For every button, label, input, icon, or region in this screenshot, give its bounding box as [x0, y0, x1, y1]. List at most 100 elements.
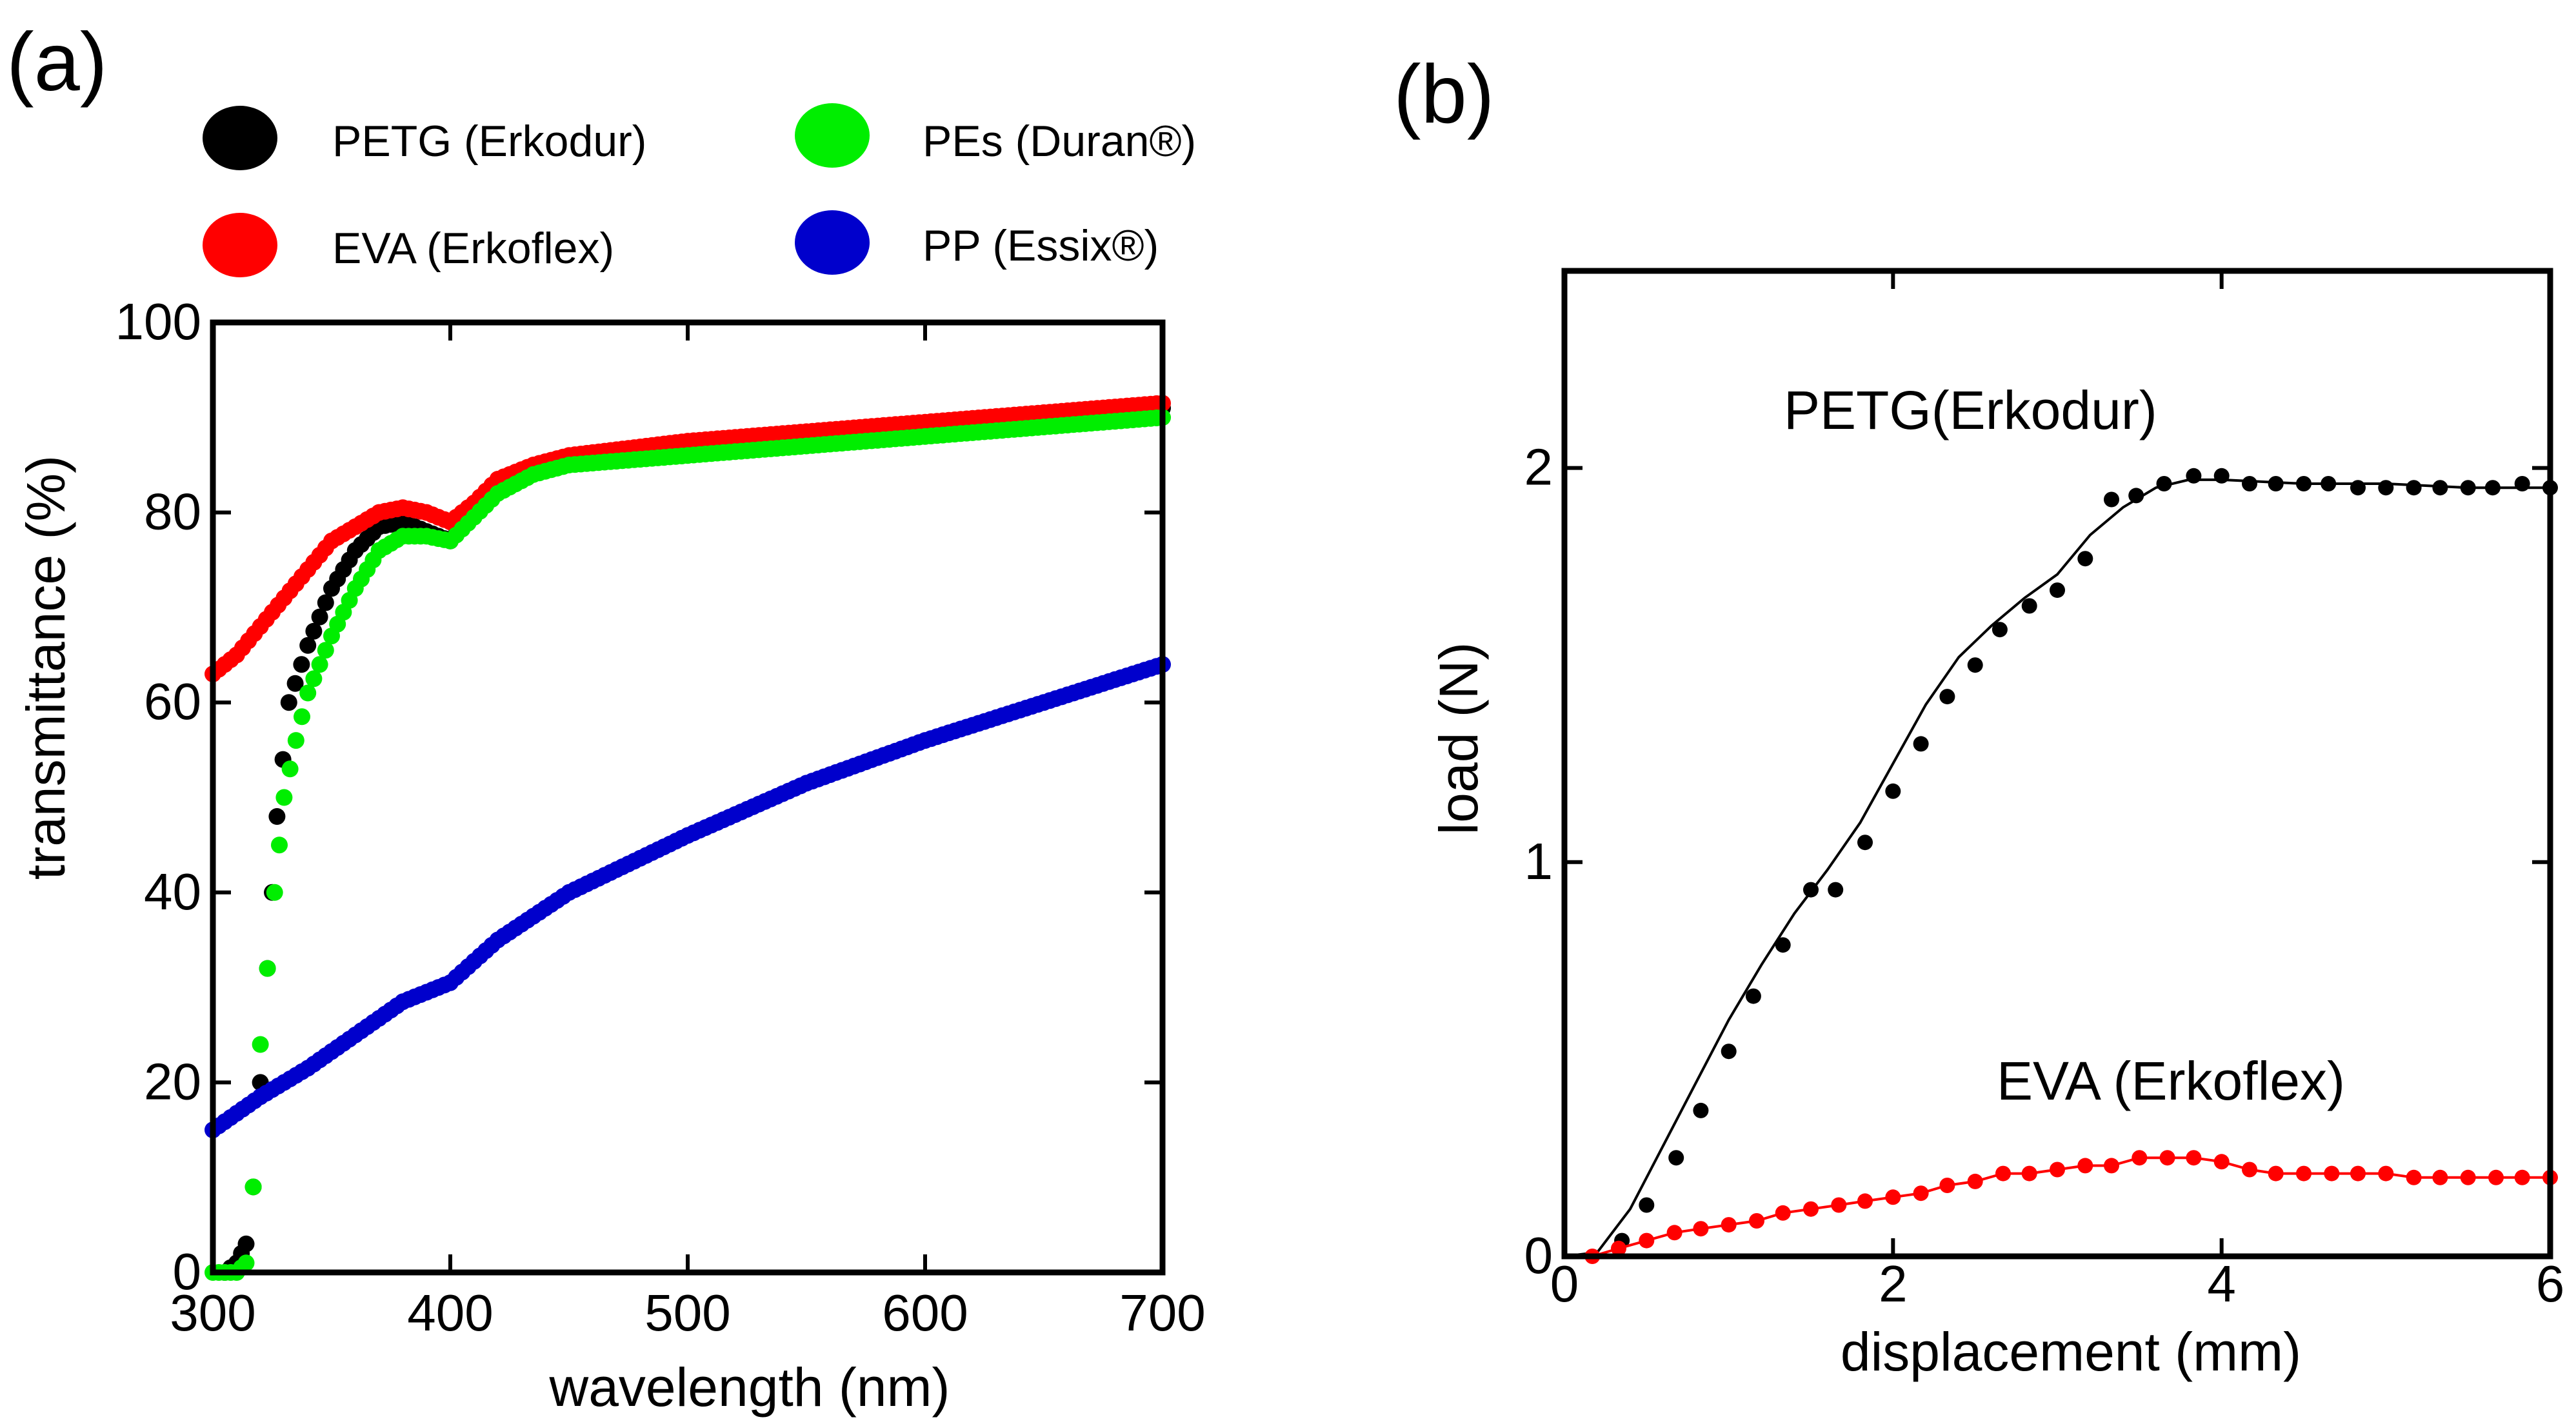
panel-a-axes: 0 20 40 60 80 100 300 400 500 600 700 [115, 293, 1206, 1341]
panel-a-legend: PETG (Erkodur) EVA (Erkoflex) PEs (Duran… [203, 103, 1196, 277]
data-point [1803, 882, 1819, 898]
data-point [1803, 1201, 1819, 1217]
data-point [2350, 1165, 2366, 1182]
y-tick-label-0: 0 [173, 1243, 202, 1300]
data-point [2156, 476, 2172, 491]
data-point [1885, 1189, 1901, 1205]
data-point [311, 656, 328, 673]
data-point [2432, 480, 2448, 496]
data-point [2432, 1169, 2448, 1185]
data-point [2268, 476, 2284, 491]
legend-item-petg: PETG (Erkodur) [203, 106, 646, 170]
data-point [1693, 1102, 1709, 1118]
data-point [1749, 1213, 1764, 1229]
data-point [311, 608, 328, 626]
data-point [2242, 476, 2257, 491]
annotation-eva: EVA (Erkoflex) [1997, 1051, 2345, 1111]
y-tick-label-20: 20 [144, 1053, 201, 1110]
legend-item-eva: EVA (Erkoflex) [203, 213, 614, 277]
series-eva-erkoflex [205, 395, 1171, 682]
panel-a-label: (a) [6, 16, 107, 108]
data-point [1831, 1197, 1847, 1213]
data-point [1913, 1185, 1929, 1202]
data-point [2460, 480, 2476, 496]
data-point [2050, 582, 2065, 598]
legend-label-pp: PP (Essix®) [923, 221, 1159, 270]
data-point [2021, 598, 2037, 614]
x-tick-label-6: 6 [2536, 1255, 2565, 1312]
data-point [2406, 480, 2422, 496]
data-point [280, 694, 297, 711]
panel-a-y-axis-title: transmittance (%) [15, 455, 76, 880]
data-point [275, 789, 293, 806]
data-point [287, 732, 305, 749]
data-point [293, 656, 310, 673]
data-point [2460, 1169, 2476, 1185]
data-point [305, 622, 323, 640]
x-tick-label-300: 300 [170, 1284, 255, 1341]
x-tick-label-700: 700 [1119, 1284, 1205, 1341]
fit-line [1592, 1156, 2550, 1258]
data-point [2488, 1169, 2504, 1185]
panel-b-y-axis-title: load (N) [1428, 642, 1489, 835]
series-eva-erkoflex [1584, 1150, 2558, 1264]
data-point [1828, 882, 1844, 898]
data-point [268, 808, 286, 825]
data-point [1775, 1205, 1791, 1221]
legend-marker-pes [795, 103, 870, 168]
data-point [1967, 657, 1983, 673]
data-point [271, 836, 288, 854]
data-point [2514, 476, 2530, 491]
data-point [2186, 468, 2202, 484]
x-tick-label-4: 4 [2207, 1255, 2236, 1312]
data-point [259, 960, 276, 977]
panel-b-plot-area [1564, 468, 2558, 1264]
panel-a: (a) PETG (Erkodur) EVA (Erkoflex) PEs (D… [6, 16, 1206, 1418]
x-tick-label-400: 400 [407, 1284, 493, 1341]
data-point [2268, 1165, 2284, 1182]
data-point [2378, 480, 2394, 496]
legend-label-eva: EVA (Erkoflex) [332, 224, 614, 273]
data-point [2104, 1158, 2119, 1174]
data-point [2159, 1150, 2175, 1166]
panel-b: (b) PETG(Erkodur) EVA (Erkoflex) displac… [1393, 48, 2564, 1382]
data-point [1693, 1221, 1709, 1237]
legend-item-pp: PP (Essix®) [795, 210, 1159, 275]
panel-a-plot-area [205, 395, 1171, 1281]
data-point [2132, 1150, 2148, 1166]
data-point [1745, 988, 1761, 1004]
data-point [2321, 476, 2337, 491]
data-point [1639, 1197, 1655, 1213]
data-point [237, 1235, 255, 1252]
data-point [317, 642, 334, 659]
panel-a-x-axis-title: wavelength (nm) [549, 1357, 950, 1418]
data-point [237, 1254, 255, 1272]
data-point [294, 708, 310, 726]
data-point [1967, 1173, 1983, 1189]
series-pes-duran [205, 409, 1171, 1281]
data-point [1913, 736, 1929, 752]
data-point [1939, 689, 1955, 705]
legend-label-pes: PEs (Duran®) [923, 117, 1196, 166]
data-point [2186, 1150, 2202, 1166]
data-point [1992, 622, 2008, 638]
legend-marker-pp [795, 210, 870, 275]
y-tick-label-40: 40 [144, 863, 201, 920]
panel-a-frame [210, 319, 1166, 1276]
y-tick-label-0: 0 [1524, 1227, 1553, 1284]
data-point [2242, 1162, 2257, 1178]
x-tick-label-500: 500 [644, 1284, 730, 1341]
y-tick-label-100: 100 [115, 293, 201, 350]
data-point [305, 670, 323, 687]
annotation-petg: PETG(Erkodur) [1784, 380, 2157, 440]
data-point [2514, 1169, 2530, 1185]
data-point [281, 760, 299, 778]
data-point [2128, 488, 2144, 504]
panel-b-label: (b) [1393, 48, 1494, 141]
data-point [1668, 1150, 1684, 1166]
data-point [1721, 1217, 1737, 1233]
data-point [2406, 1169, 2422, 1185]
data-point [2350, 480, 2366, 496]
data-point [2021, 1165, 2037, 1182]
